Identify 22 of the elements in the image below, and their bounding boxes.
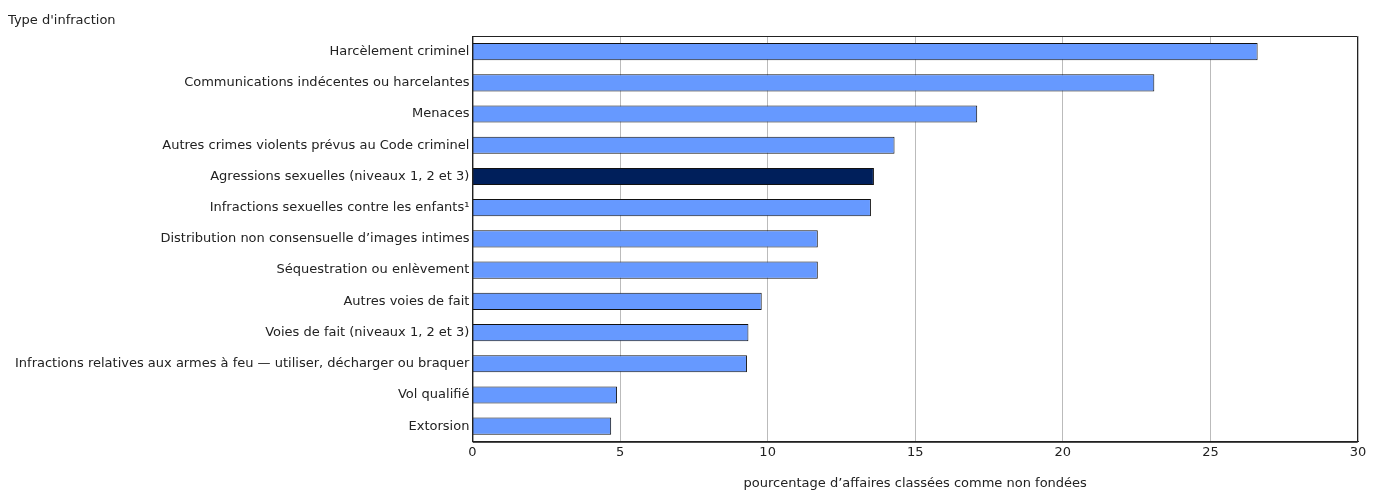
- x-tick-label: 5: [615, 443, 625, 459]
- y-tick-label: Autres crimes violents prévus au Code criminel: [162, 136, 470, 152]
- y-tick-label: Menaces: [412, 105, 470, 121]
- x-tick-label: 25: [1202, 443, 1219, 459]
- y-tick-label: Vol qualifié: [397, 386, 470, 402]
- y-tick-label: Autres voies de fait: [343, 292, 470, 308]
- x-tick-label: 20: [1054, 443, 1072, 459]
- y-tick-label: Infractions relatives aux armes à feu — utiliser, décharger ou braquer: [15, 355, 471, 371]
- y-tick-label: Infractions sexuelles contre les enfants¹: [209, 199, 470, 215]
- x-axis-title: pourcentage d’affaires classées comme non fondées: [743, 474, 1088, 490]
- y-tick-label: Communications indécentes ou harcelantes: [184, 74, 470, 90]
- y-tick-label: Agressions sexuelles (niveaux 1, 2 et 3): [210, 167, 470, 183]
- x-tick-label: 30: [1349, 443, 1367, 459]
- x-tick-label: 0: [468, 443, 477, 459]
- y-tick-label: Voies de fait (niveaux 1, 2 et 3): [265, 323, 470, 339]
- y-tick-label: Extorsion: [408, 417, 470, 433]
- y-tick-label: Harcèlement criminel: [329, 42, 470, 58]
- y-tick-label: Séquestration ou enlèvement: [276, 261, 470, 277]
- x-tick-label: 15: [906, 443, 924, 459]
- x-tick-label: 10: [759, 443, 776, 459]
- y-axis-title: Type d'infraction: [7, 11, 116, 27]
- y-tick-label: Distribution non consensuelle d’images intimes: [160, 230, 470, 246]
